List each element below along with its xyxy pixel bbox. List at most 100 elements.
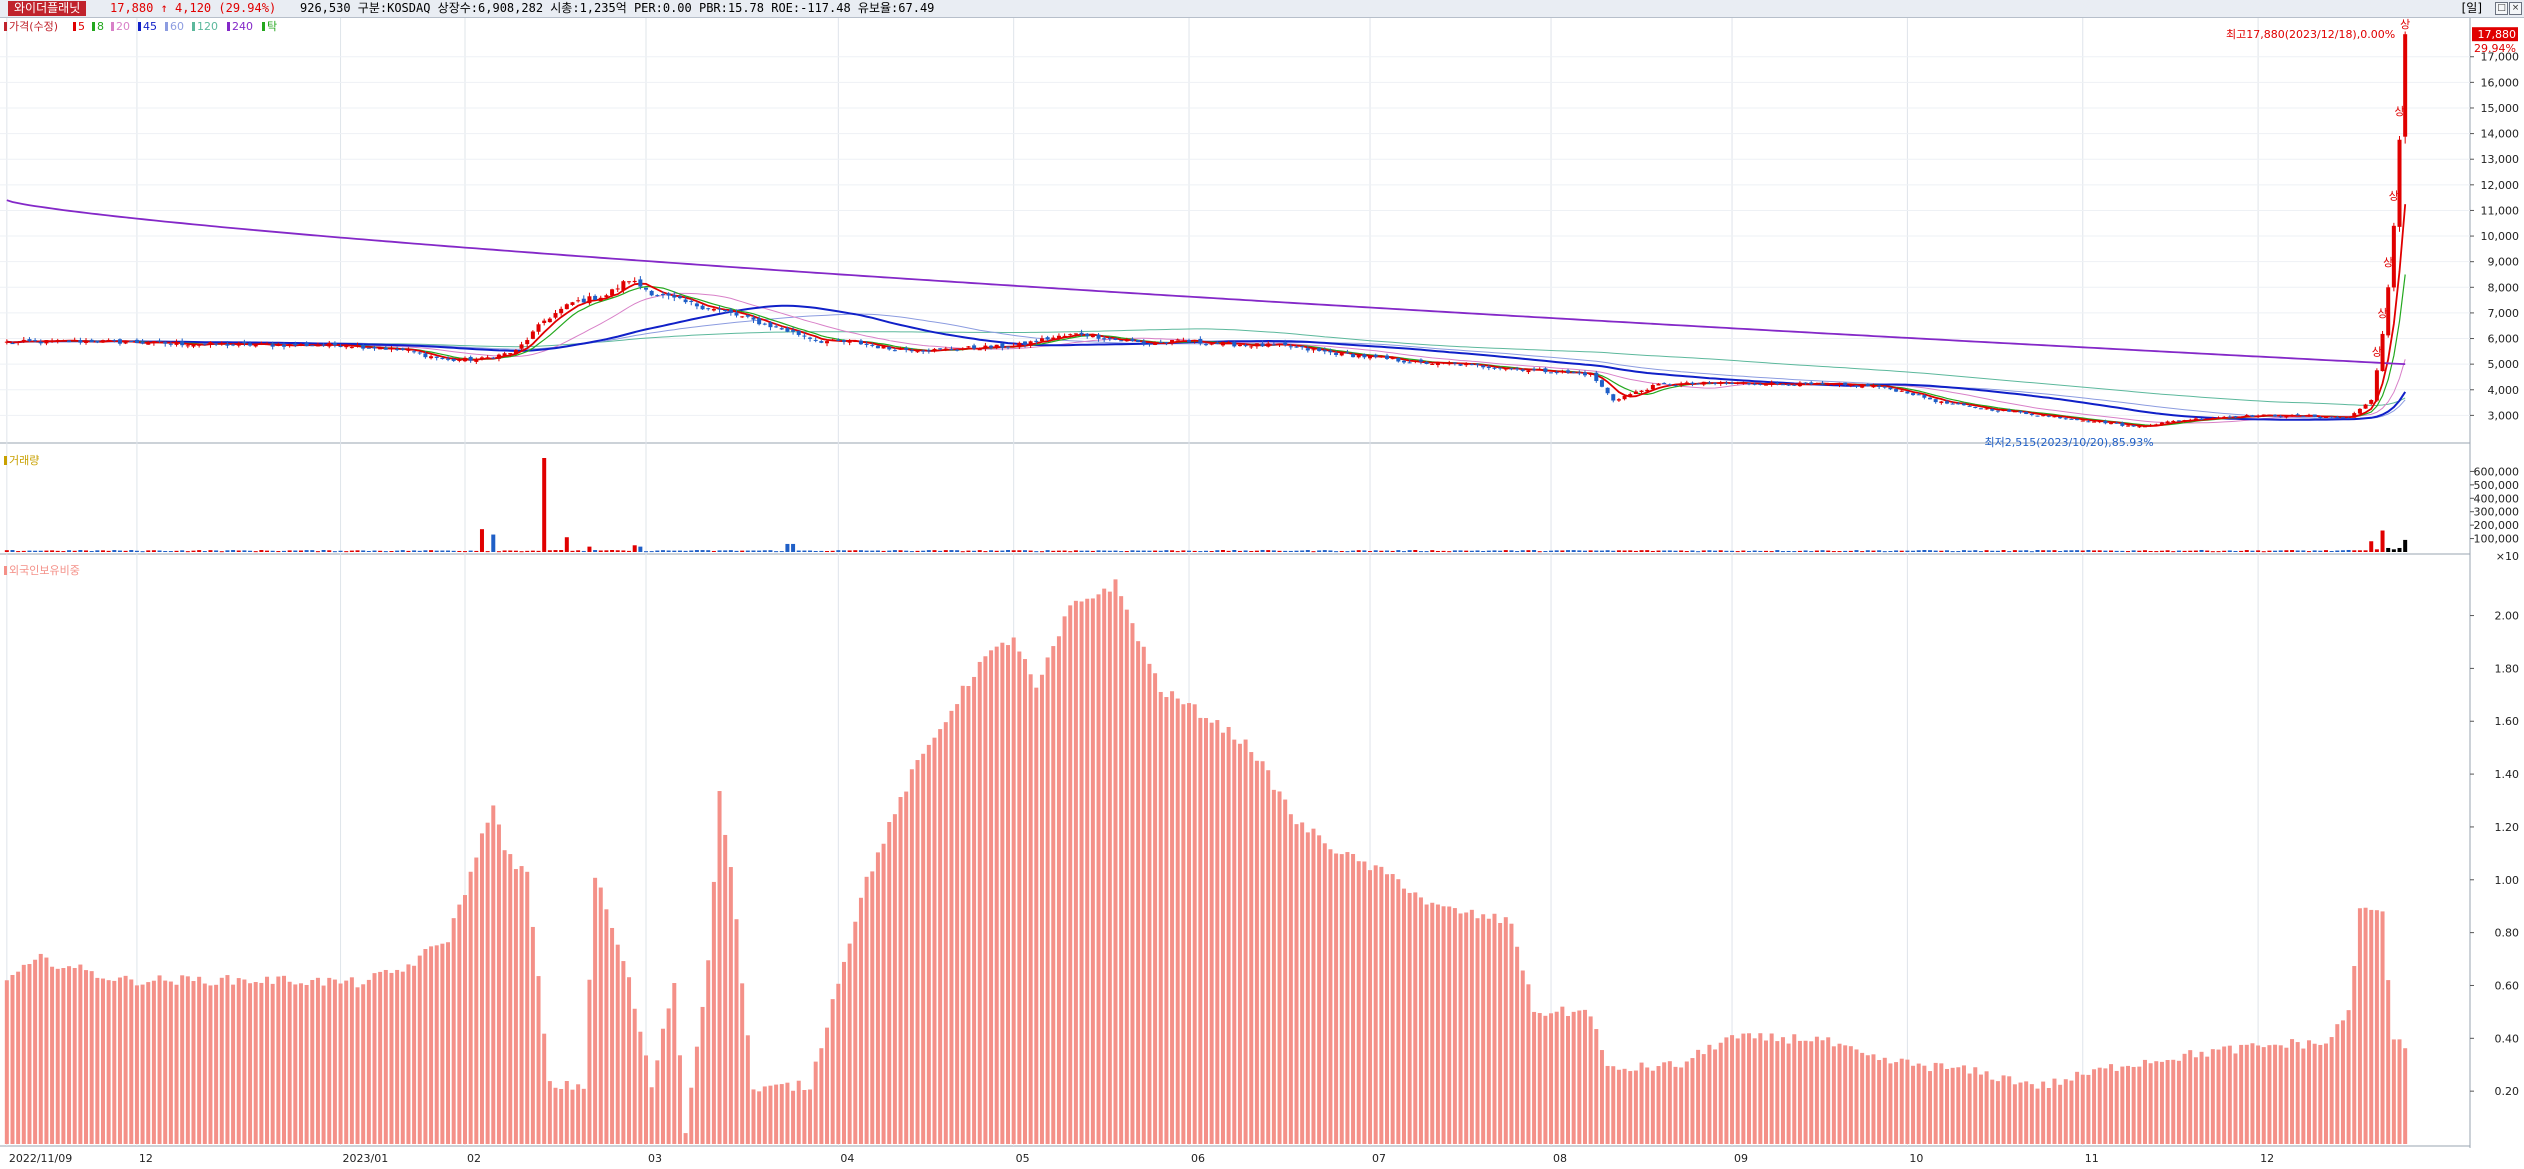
foreign-ratio-bar <box>660 1028 665 1144</box>
foreign-ratio-bar <box>1220 732 1225 1144</box>
volume-bar <box>700 550 705 552</box>
foreign-ratio-bar <box>423 949 428 1144</box>
candle-body <box>1645 389 1650 392</box>
foreign-ratio-bar <box>1401 888 1406 1144</box>
candle-body <box>1204 344 1208 346</box>
price-tick-label: 4,000 <box>2488 384 2520 397</box>
candle-body <box>1458 363 1463 366</box>
candle-body <box>1062 335 1067 337</box>
volume-bar <box>1673 550 1678 552</box>
volume-bar <box>1882 551 1887 553</box>
candle-body <box>1051 337 1056 340</box>
foreign-ratio-bar <box>1464 912 1469 1144</box>
foreign-ratio-bar <box>1995 1081 2000 1144</box>
candle-body <box>1978 408 1983 410</box>
foreign-ratio-bar <box>429 946 434 1144</box>
period-selector[interactable]: [일] <box>2461 1 2482 15</box>
candle-body <box>208 342 213 346</box>
foreign-ratio-bar <box>2109 1064 2114 1144</box>
candle-body <box>55 340 60 342</box>
foreign-ratio-bar <box>898 797 903 1144</box>
foreign-ratio-bar <box>2137 1066 2142 1144</box>
foreign-ratio-bar <box>1305 832 1310 1144</box>
foreign-ratio-bar <box>881 843 886 1144</box>
volume-bar <box>1011 550 1016 552</box>
candle-body <box>310 345 315 347</box>
volume-bar <box>2041 550 2046 552</box>
candle-body <box>355 345 360 347</box>
candle-body <box>2046 415 2051 417</box>
candle-body <box>1650 385 1655 390</box>
volume-bar <box>2188 550 2193 552</box>
candle-body <box>1503 368 1508 370</box>
legend-entry[interactable]: 탁 <box>267 20 277 33</box>
foreign-ratio-bar <box>2165 1060 2170 1144</box>
foreign-ratio-bar <box>2199 1051 2204 1144</box>
foreign-ratio-bar <box>1809 1041 1814 1144</box>
foreign-ratio-bar <box>841 961 846 1144</box>
candle-body <box>1334 352 1339 355</box>
legend-entry[interactable]: 5 <box>78 20 85 33</box>
volume-bar <box>1254 550 1259 552</box>
x-tick-label: 09 <box>1734 1152 1748 1165</box>
volume-bar <box>2261 551 2266 553</box>
candle-body <box>2188 420 2193 422</box>
close-icon[interactable]: × <box>2509 2 2522 15</box>
volume-bar <box>2284 550 2289 552</box>
foreign-ratio-bar <box>446 942 451 1144</box>
legend-entry[interactable]: 가격(수정) <box>9 20 58 33</box>
candle-body <box>1662 382 1667 384</box>
volume-bar <box>1090 550 1095 552</box>
foreign-ratio-bar <box>853 921 858 1144</box>
candle-body <box>1418 359 1423 362</box>
legend-entry[interactable]: 20 <box>116 20 130 33</box>
legend-entry[interactable]: 45 <box>143 20 157 33</box>
volume-bar <box>400 550 405 552</box>
volume-bar <box>2256 550 2261 552</box>
candle-body <box>2097 421 2102 423</box>
volume-bar <box>570 550 575 552</box>
foreign-tick-label: 1.80 <box>2495 662 2520 675</box>
foreign-ratio-bar <box>847 943 852 1144</box>
foreign-ratio-bar <box>2403 1048 2408 1144</box>
volume-bar <box>2273 550 2278 552</box>
price-tick-label: 13,000 <box>2481 153 2520 166</box>
foreign-ratio-bar <box>977 661 982 1144</box>
foreign-ratio-bar <box>298 983 303 1144</box>
foreign-ratio-bar <box>994 646 999 1144</box>
volume-bar <box>774 551 779 553</box>
legend-swatch <box>4 566 7 575</box>
legend-entry[interactable]: 60 <box>170 20 184 33</box>
candle-body <box>349 347 354 349</box>
legend-entry[interactable]: 8 <box>97 20 104 33</box>
foreign-ratio-bar <box>259 982 264 1144</box>
foreign-ratio-bar <box>1164 697 1169 1144</box>
candle-body <box>2329 416 2334 418</box>
foreign-ratio-bar <box>2278 1045 2283 1144</box>
foreign-ratio-bar <box>740 983 745 1144</box>
volume-bar <box>1843 550 1848 552</box>
foreign-ratio-bar <box>1520 970 1525 1144</box>
foreign-ratio-bar <box>2290 1039 2295 1144</box>
candle-body <box>1435 362 1440 366</box>
foreign-ratio-bar <box>1085 598 1090 1144</box>
foreign-ratio-bar <box>1582 1009 1587 1144</box>
candle-body <box>1017 342 1022 348</box>
volume-bar <box>2374 549 2379 552</box>
candle-body <box>1594 372 1599 382</box>
candle-body <box>1560 371 1565 373</box>
volume-tick-label: 600,000 <box>2474 465 2520 478</box>
legend-entry[interactable]: 240 <box>232 20 253 33</box>
volume-bar <box>1560 550 1565 552</box>
legend-entry[interactable]: 120 <box>197 20 218 33</box>
candle-body <box>2199 418 2204 420</box>
candle-body <box>2086 421 2091 423</box>
volume-bar <box>1758 550 1763 552</box>
foreign-ratio-bar <box>1396 879 1401 1144</box>
foreign-ratio-bar <box>383 969 388 1144</box>
volume-bar <box>581 550 586 552</box>
candle-body <box>1107 338 1112 340</box>
foreign-ratio-bar <box>1435 904 1440 1144</box>
volume-bar <box>89 551 94 553</box>
restore-icon[interactable]: □ <box>2495 2 2508 15</box>
